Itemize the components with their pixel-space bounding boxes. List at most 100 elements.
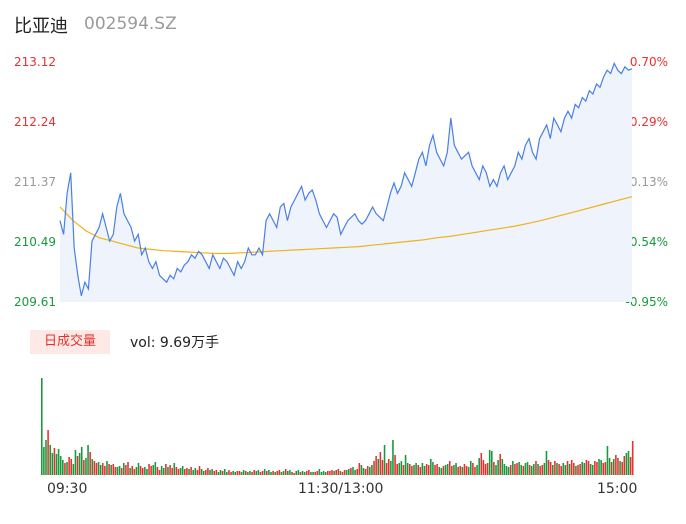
- volume-bar: [64, 463, 66, 475]
- volume-bar: [577, 465, 579, 475]
- volume-bar: [549, 462, 552, 475]
- volume-bar: [287, 471, 289, 475]
- volume-bar: [255, 471, 258, 475]
- volume-bar: [486, 463, 489, 475]
- volume-bar: [455, 463, 457, 475]
- y-tick-left-5: 209.61: [14, 295, 56, 309]
- volume-bar: [406, 463, 409, 475]
- volume-bar: [474, 467, 476, 475]
- volume-bar: [390, 461, 392, 475]
- volume-bar: [421, 463, 424, 475]
- volume-bar: [505, 466, 508, 475]
- volume-bar: [190, 467, 192, 475]
- volume-bar: [53, 448, 56, 475]
- volume-bar: [303, 472, 306, 475]
- y-tick-left-2: 212.24: [14, 115, 56, 129]
- price-line: [59, 61, 633, 296]
- volume-bar: [291, 472, 293, 475]
- volume-bar: [503, 464, 506, 475]
- volume-bar: [535, 461, 537, 475]
- volume-bar: [244, 471, 247, 475]
- volume-tab[interactable]: 日成交量: [30, 330, 110, 354]
- volume-bar: [539, 466, 541, 475]
- volume-bar: [196, 470, 199, 475]
- volume-bar: [295, 471, 298, 475]
- volume-bar: [259, 472, 262, 475]
- volume-bar: [240, 472, 243, 475]
- volume-bar: [411, 466, 413, 475]
- volume-bar: [301, 471, 304, 475]
- volume-bar: [404, 455, 407, 475]
- volume-bar: [602, 463, 605, 475]
- volume-bar: [106, 461, 108, 475]
- volume-bar: [97, 462, 100, 475]
- volume-bar: [600, 460, 602, 475]
- volume-bar: [442, 466, 445, 475]
- volume-bar: [625, 453, 628, 475]
- x-tick-open: 09:30: [47, 481, 88, 497]
- volume-bar: [484, 464, 487, 475]
- volume-bar: [413, 465, 415, 475]
- volume-bar: [423, 466, 426, 475]
- volume-bar: [350, 468, 352, 475]
- volume-bar: [373, 461, 375, 475]
- y-tick-right-2: 0.29%: [629, 115, 668, 129]
- volume-bar: [501, 459, 504, 475]
- volume-bar: [272, 471, 274, 475]
- volume-bar: [554, 461, 556, 475]
- volume-bar: [415, 463, 417, 475]
- volume-bar: [591, 465, 594, 475]
- volume-bar: [274, 472, 276, 475]
- volume-bar: [451, 466, 453, 475]
- volume-bar: [341, 472, 344, 475]
- volume-bar: [249, 471, 251, 475]
- volume-bar: [175, 467, 178, 475]
- volume-bar: [59, 456, 62, 475]
- volume-bar: [617, 458, 619, 475]
- volume-bar: [467, 467, 470, 475]
- volume-bar: [585, 460, 588, 475]
- volume-bar: [209, 470, 211, 475]
- volume-bar: [366, 466, 369, 475]
- volume-bar: [604, 462, 607, 475]
- volume-bar: [482, 460, 485, 475]
- volume-bar: [181, 466, 184, 475]
- volume-bar: [320, 472, 323, 475]
- volume-bar: [369, 467, 371, 475]
- volume-bar: [594, 461, 596, 475]
- volume-bar: [581, 462, 584, 475]
- volume-bar: [530, 466, 533, 475]
- volume-bar: [564, 465, 567, 475]
- volume-bar: [232, 471, 234, 475]
- volume-bar: [219, 470, 222, 475]
- volume-bar: [198, 466, 201, 475]
- volume-bars: [41, 378, 634, 475]
- volume-bar: [314, 472, 316, 475]
- volume-bar: [558, 464, 560, 475]
- volume-bar: [448, 461, 451, 475]
- volume-bar: [127, 462, 129, 475]
- volume-bar: [360, 465, 363, 475]
- volume-bar: [152, 465, 155, 475]
- volume-bar: [131, 466, 133, 475]
- volume-bar: [524, 463, 527, 475]
- volume-bar: [438, 467, 441, 475]
- volume-bar: [621, 462, 623, 475]
- volume-bar: [192, 470, 194, 475]
- volume-bar: [312, 472, 314, 475]
- volume-bar: [78, 453, 81, 475]
- volume-bar: [221, 471, 224, 475]
- volume-bar: [57, 449, 60, 475]
- volume-bar: [305, 471, 308, 475]
- volume-bar: [537, 464, 539, 475]
- volume-bar: [125, 465, 127, 475]
- volume-readout: vol: 9.69万手: [130, 335, 220, 351]
- volume-bar: [612, 459, 615, 475]
- volume-bar: [610, 462, 613, 475]
- volume-bar: [202, 471, 205, 475]
- volume-bar: [623, 456, 626, 475]
- volume-bar: [276, 471, 279, 475]
- volume-bar: [331, 470, 333, 475]
- volume-bar: [129, 468, 131, 475]
